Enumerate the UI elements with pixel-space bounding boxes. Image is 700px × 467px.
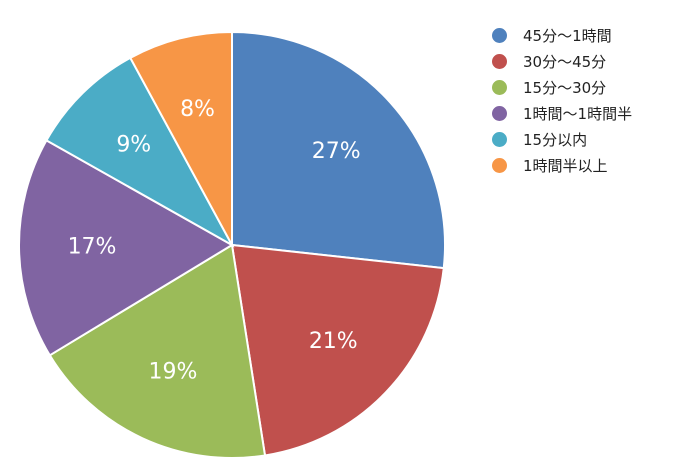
pie-value-labels: 27% 21% 19% 17% 9% 8% — [68, 97, 361, 385]
legend-label: 15分以内 — [523, 130, 588, 149]
legend-label: 1時間半以上 — [523, 156, 608, 175]
legend-swatch — [492, 53, 507, 69]
pie-slice — [230, 243, 445, 457]
pie-value-label: 19% — [148, 359, 197, 384]
legend-item-45min-1hour: 45分〜1時間 — [492, 22, 632, 48]
legend-label: 1時間〜1時間半 — [523, 104, 633, 123]
legend-label: 15分〜30分 — [523, 78, 607, 97]
legend-item-15min-30min: 15分〜30分 — [492, 74, 632, 100]
legend-swatch — [492, 105, 507, 121]
pie-slice — [231, 30, 446, 270]
legend-swatch — [492, 27, 507, 43]
pie-slice — [45, 56, 235, 248]
pie-value-label: 27% — [312, 139, 361, 164]
legend-swatch — [492, 131, 507, 147]
pie-slice — [128, 30, 233, 246]
pie-slice — [18, 139, 234, 357]
pie-value-label: 17% — [68, 235, 117, 260]
pie-slices — [18, 30, 446, 459]
pie-value-label: 21% — [309, 329, 358, 354]
legend-item-1hour-1-5hour: 1時間〜1時間半 — [492, 100, 632, 126]
legend-item-over-1-5hour: 1時間半以上 — [492, 152, 632, 178]
pie-value-label: 8% — [180, 97, 215, 122]
legend-label: 45分〜1時間 — [523, 26, 612, 45]
legend-item-30min-45min: 30分〜45分 — [492, 48, 632, 74]
chart-legend: 45分〜1時間 30分〜45分 15分〜30分 1時間〜1時間半 15分以内 1… — [492, 22, 632, 178]
legend-label: 30分〜45分 — [523, 52, 607, 71]
pie-value-label: 9% — [116, 133, 151, 158]
legend-item-under-15min: 15分以内 — [492, 126, 632, 152]
legend-swatch — [492, 157, 507, 173]
legend-swatch — [492, 79, 507, 95]
pie-slice — [48, 243, 267, 459]
